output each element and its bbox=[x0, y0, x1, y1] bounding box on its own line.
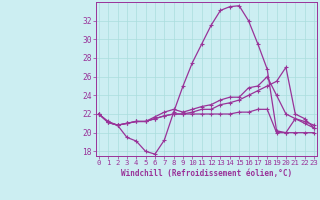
X-axis label: Windchill (Refroidissement éolien,°C): Windchill (Refroidissement éolien,°C) bbox=[121, 169, 292, 178]
